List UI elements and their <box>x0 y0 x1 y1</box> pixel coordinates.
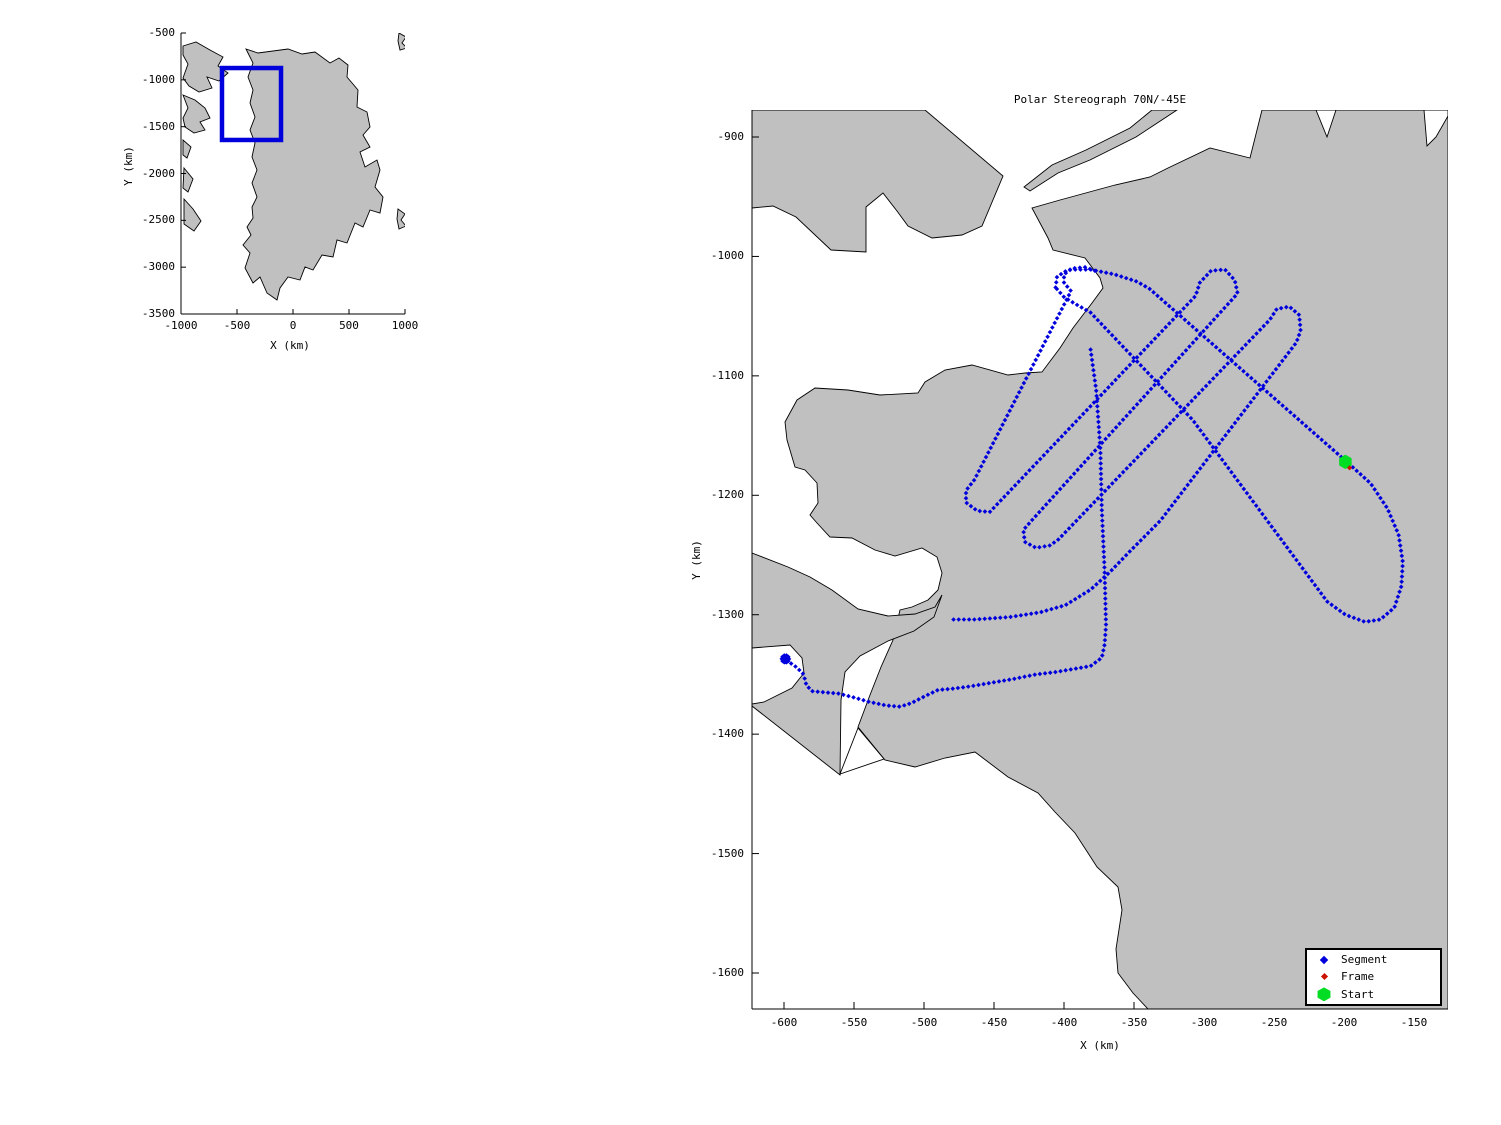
minimap-x-tick-label: -1000 <box>164 319 198 332</box>
main-y-tick-label: -1300 <box>710 607 744 621</box>
legend: Segment Frame Start <box>1305 948 1442 1006</box>
minimap-x-tick-label: 0 <box>289 319 297 332</box>
legend-row-segment: Segment <box>1307 952 1440 968</box>
main-y-tick-label: -1200 <box>710 488 744 502</box>
minimap-x-tick-label: -500 <box>223 319 251 332</box>
legend-row-start: Start <box>1307 986 1440 1002</box>
main-x-tick-label: -350 <box>1120 1016 1148 1029</box>
main-map-land <box>752 110 1448 1009</box>
main-x-tick-label: -450 <box>980 1016 1008 1029</box>
main-y-tick-label: -1500 <box>710 846 744 860</box>
main-y-tick-label: -1600 <box>710 966 744 979</box>
minimap-y-tick-label: -3500 <box>141 307 175 320</box>
main-y-tick-label: -1100 <box>710 368 744 382</box>
minimap-y-tick-label: -3000 <box>141 260 175 274</box>
main-y-tick-label: -900 <box>717 130 745 143</box>
main-x-tick-label: -550 <box>840 1016 868 1029</box>
main-y-tick-label: -1000 <box>710 249 744 263</box>
main-y-tick-label: -1400 <box>710 727 744 741</box>
main-x-tick-label: -300 <box>1190 1016 1218 1029</box>
minimap-xaxis-label: X (km) <box>270 339 310 352</box>
start-marker-icon <box>1317 987 1331 1002</box>
main-xaxis-label: X (km) <box>1080 1039 1120 1052</box>
minimap-x-tick-label: 500 <box>339 319 359 332</box>
main-x-tick-label: -400 <box>1050 1016 1078 1029</box>
minimap-y-tick-label: -500 <box>148 26 176 39</box>
legend-label-start: Start <box>1341 987 1375 1001</box>
legend-row-frame: Frame <box>1307 969 1440 985</box>
main-x-tick-label: -500 <box>910 1016 938 1029</box>
segment-marker-icon <box>1319 955 1329 964</box>
main-x-tick-label: -600 <box>770 1016 798 1029</box>
main-yaxis-label: Y (km) <box>690 540 703 580</box>
minimap-land <box>182 33 405 301</box>
frame-marker-icon <box>1320 973 1328 981</box>
minimap-y-tick-label: -1500 <box>141 119 175 133</box>
minimap-y-tick-label: -1000 <box>141 72 175 86</box>
main-map <box>751 110 1448 1010</box>
main-x-tick-label: -200 <box>1330 1016 1358 1029</box>
main-x-tick-label: -150 <box>1400 1016 1428 1029</box>
roi-rectangle <box>219 65 284 143</box>
minimap-y-tick-label: -2000 <box>141 166 175 180</box>
flight-track-segment-dots <box>779 264 1405 709</box>
start-marker <box>1339 454 1352 470</box>
main-plot-title: Polar Stereograph 70N/-45E <box>1013 93 1187 106</box>
legend-label-frame: Frame <box>1341 970 1375 984</box>
legend-label-segment: Segment <box>1341 953 1388 967</box>
frame-marker <box>1347 465 1353 471</box>
minimap-y-tick-label: -2500 <box>141 213 175 227</box>
minimap <box>180 32 406 315</box>
minimap-x-tick-label: 1000 <box>391 319 419 332</box>
main-x-tick-label: -250 <box>1260 1016 1288 1029</box>
